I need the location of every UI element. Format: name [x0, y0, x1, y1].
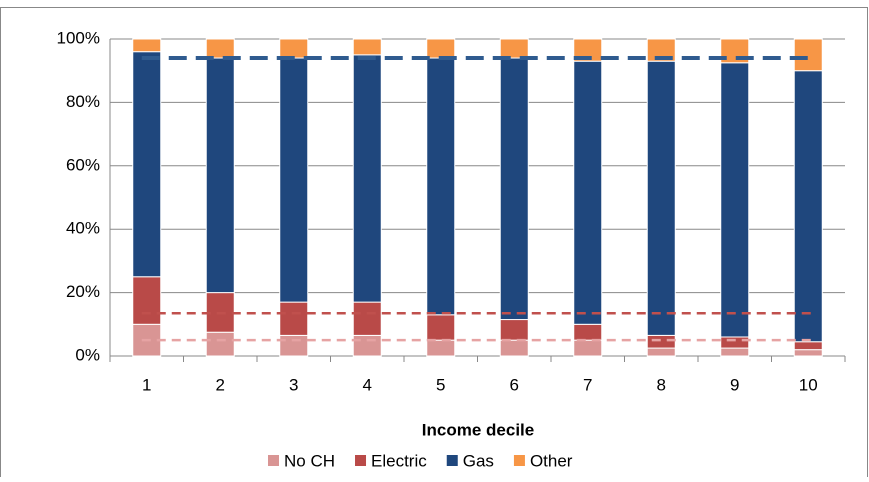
bar-segment [426, 57, 456, 316]
bar-segment [279, 301, 309, 336]
bar-segment [426, 38, 456, 59]
bar-segment [646, 334, 676, 349]
legend-marker [446, 455, 458, 466]
legend-marker [355, 455, 367, 466]
bar-segment [793, 70, 823, 343]
bar-segment [352, 54, 382, 303]
y-tick-label: 60% [66, 155, 100, 174]
bar-segment [279, 334, 309, 357]
bar-segment [426, 339, 456, 357]
y-tick-label: 20% [66, 282, 100, 301]
bar-segment [573, 60, 603, 325]
bar-segment [499, 339, 529, 357]
x-tick-label: 5 [436, 375, 445, 394]
legend-label: Other [530, 451, 573, 470]
bar-segment [352, 38, 382, 56]
x-tick-label: 6 [510, 375, 519, 394]
bar-segment [573, 339, 603, 357]
legend-marker [513, 455, 525, 466]
bar-segment [352, 334, 382, 357]
bar-segment [720, 347, 750, 357]
y-tick-label: 80% [66, 92, 100, 111]
bar-segment [132, 276, 162, 325]
x-tick-label: 2 [216, 375, 225, 394]
bar-segment [499, 57, 529, 321]
y-tick-label: 40% [66, 219, 100, 238]
x-tick-label: 10 [799, 375, 818, 394]
bar-segment [352, 301, 382, 336]
bar-segment [720, 336, 750, 349]
bar-segment [132, 51, 162, 278]
x-tick-label: 1 [142, 375, 151, 394]
bar-segment [499, 319, 529, 341]
bar-segment [499, 38, 529, 59]
legend-label: Gas [463, 451, 494, 470]
bar-segment [573, 38, 603, 62]
y-tick-label: 100% [57, 28, 100, 47]
bar-segment [646, 60, 676, 336]
bar-segment [426, 314, 456, 341]
x-tick-label: 8 [657, 375, 666, 394]
legend-label: Electric [371, 451, 427, 470]
x-tick-label: 3 [289, 375, 298, 394]
bar-segment [573, 323, 603, 341]
bar-segment [646, 38, 676, 62]
x-tick-label: 7 [583, 375, 592, 394]
bar-segment [205, 57, 235, 294]
bar-segment [205, 38, 235, 59]
bar-segment [279, 57, 309, 303]
bar-segment [132, 38, 162, 53]
bar-segment [793, 349, 823, 357]
x-tick-label: 4 [363, 375, 372, 394]
bar-segment [720, 62, 750, 338]
bar-segment [793, 38, 823, 72]
bar-segment [279, 38, 309, 59]
legend-label: No CH [284, 451, 335, 470]
bar-segment [646, 347, 676, 357]
x-axis-title: Income decile [422, 420, 534, 439]
y-tick-label: 0% [75, 345, 100, 364]
legend-marker [268, 455, 279, 466]
x-tick-label: 9 [730, 375, 739, 394]
bar-segment [205, 331, 235, 357]
bar-segment [793, 341, 823, 351]
